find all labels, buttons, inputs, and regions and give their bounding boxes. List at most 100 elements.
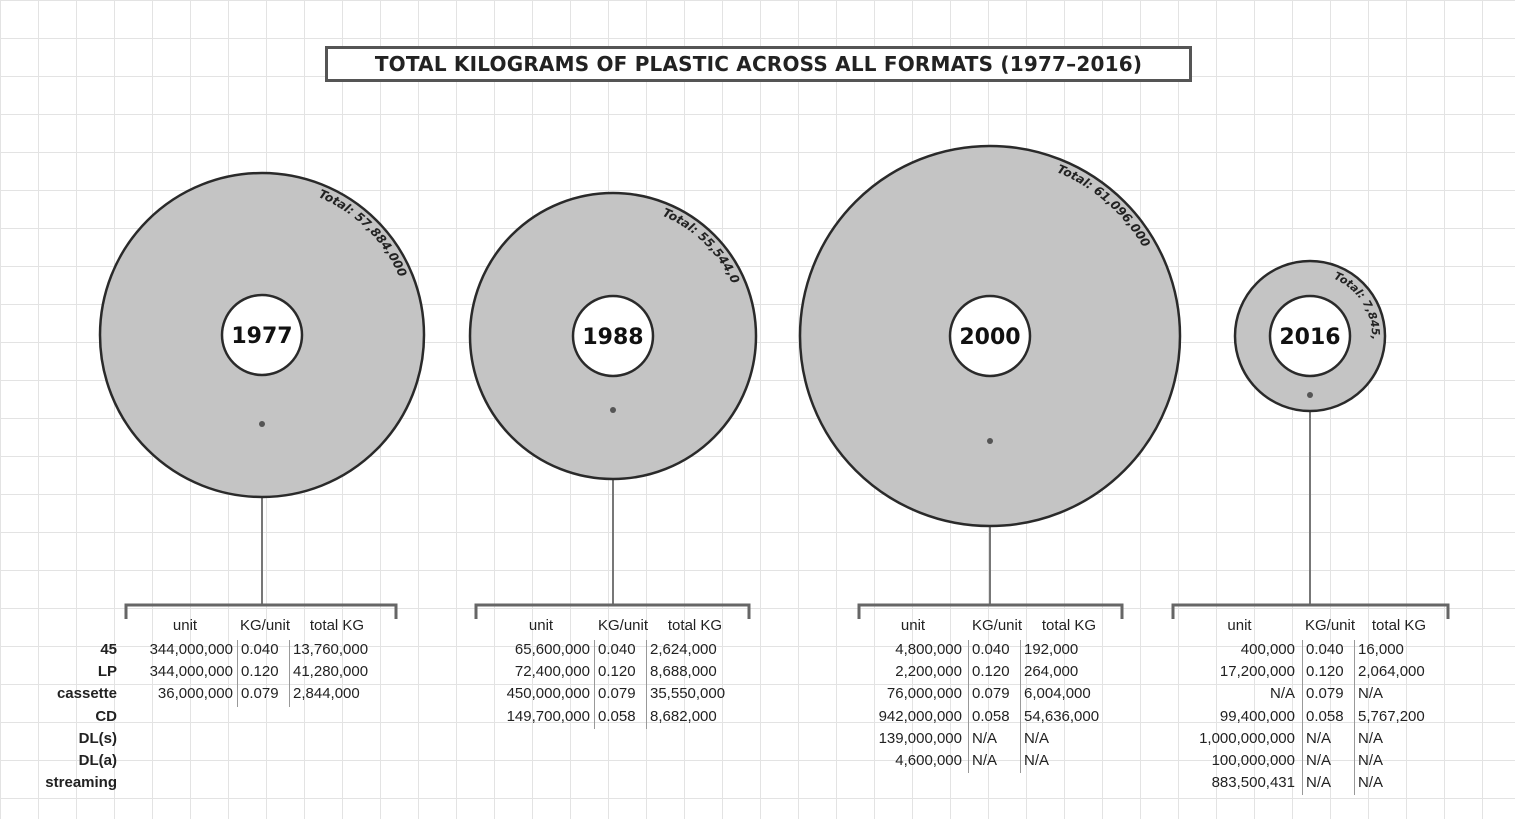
cell-unit-1988: 72,400,000: [514, 663, 590, 681]
cell-unit-2016: 400,000: [1240, 641, 1295, 658]
year-label-1988: 1988: [582, 325, 643, 350]
cell-unit-2000: 139,000,000: [878, 729, 962, 747]
cell-kg-per-unit-2016: N/A: [1306, 752, 1332, 769]
column-header-2016-2: total KG: [1371, 617, 1427, 634]
column-header-1988-2: total KG: [667, 617, 723, 634]
cell-kg-per-unit-2000: N/A: [972, 752, 998, 769]
bracket-1977: [124, 603, 398, 619]
chart-title: TOTAL KILOGRAMS OF PLASTIC ACROSS ALL FO…: [325, 46, 1192, 82]
connector-dot-1977: [259, 421, 265, 427]
column-header-2000-0: unit: [900, 617, 926, 634]
cell-kg-per-unit-2016: N/A: [1306, 774, 1332, 792]
cell-kg-per-unit-2000: 0.058: [972, 707, 1010, 725]
cell-total-kg-1988: 8,682,000: [650, 707, 717, 725]
cell-kg-per-unit-2016: 0.079: [1306, 685, 1344, 703]
cell-total-kg-1977: 13,760,000: [293, 641, 369, 658]
cell-total-kg-2016: 5,767,200: [1358, 707, 1425, 725]
row-label: streaming: [45, 774, 117, 792]
cell-total-kg-2000: N/A: [1024, 752, 1050, 769]
year-label-2000: 2000: [959, 325, 1020, 350]
column-divider-2000: [968, 640, 969, 774]
cell-total-kg-2000: 264,000: [1024, 663, 1079, 681]
connector-dot-1988: [610, 407, 616, 413]
row-label: LP: [97, 663, 117, 681]
cell-unit-1988: 450,000,000: [506, 685, 590, 703]
cell-unit-2016: N/A: [1269, 685, 1295, 703]
cell-kg-per-unit-2000: 0.079: [972, 685, 1010, 703]
cell-unit-2000: 2,200,000: [895, 663, 962, 681]
column-divider-2016: [1302, 640, 1303, 796]
column-divider-1977: [237, 640, 238, 707]
cell-kg-per-unit-1988: 0.040: [598, 641, 636, 658]
column-divider-1988: [646, 640, 647, 729]
cell-kg-per-unit-2016: 0.120: [1306, 663, 1344, 681]
cell-total-kg-2000: 54,636,000: [1024, 707, 1100, 725]
cell-kg-per-unit-1977: 0.120: [241, 663, 279, 681]
cell-kg-per-unit-2000: 0.120: [972, 663, 1010, 681]
cell-unit-2000: 4,600,000: [895, 752, 962, 769]
cell-total-kg-1977: 2,844,000: [293, 685, 360, 703]
cell-unit-2000: 4,800,000: [895, 641, 962, 658]
cell-kg-per-unit-1988: 0.120: [598, 663, 636, 681]
column-header-1977-1: KG/unit: [239, 617, 291, 634]
cell-kg-per-unit-1988: 0.079: [598, 685, 636, 703]
connector-dot-2000: [987, 438, 993, 444]
cell-kg-per-unit-2016: 0.040: [1306, 641, 1344, 658]
cell-kg-per-unit-1977: 0.079: [241, 685, 279, 703]
row-label: CD: [95, 707, 117, 725]
cell-total-kg-2016: N/A: [1358, 774, 1384, 792]
row-label: DL(a): [78, 752, 117, 769]
cell-total-kg-2000: 6,004,000: [1024, 685, 1091, 703]
cell-total-kg-1988: 8,688,000: [650, 663, 717, 681]
cell-kg-per-unit-2016: N/A: [1306, 729, 1332, 747]
cell-total-kg-1988: 35,550,000: [650, 685, 726, 703]
disc-center-2000: [948, 294, 1032, 378]
column-header-1988-0: unit: [528, 617, 554, 634]
bracket-1988: [474, 603, 751, 619]
year-label-2016: 2016: [1279, 325, 1340, 350]
cell-unit-2016: 99,400,000: [1219, 707, 1295, 725]
column-header-1988-1: KG/unit: [597, 617, 649, 634]
row-label: 45: [100, 641, 117, 658]
disc-center-1977: [220, 293, 304, 377]
column-header-2016-0: unit: [1227, 617, 1252, 634]
cell-total-kg-2016: 16,000: [1358, 641, 1404, 658]
column-divider-2016: [1354, 640, 1355, 796]
cell-unit-2016: 100,000,000: [1211, 752, 1295, 769]
column-divider-1977: [289, 640, 290, 707]
bracket-2016: [1171, 603, 1450, 619]
cell-total-kg-2000: 192,000: [1024, 641, 1079, 658]
column-header-2000-2: total KG: [1041, 617, 1097, 634]
cell-total-kg-2000: N/A: [1024, 729, 1050, 747]
cell-kg-per-unit-1988: 0.058: [598, 707, 636, 725]
row-label: cassette: [56, 685, 117, 703]
cell-unit-2016: 1,000,000,000: [1199, 729, 1295, 747]
column-header-1977-0: unit: [172, 617, 198, 634]
cell-kg-per-unit-2000: N/A: [972, 729, 998, 747]
cell-unit-1988: 149,700,000: [506, 707, 590, 725]
year-label-1977: 1977: [231, 324, 292, 349]
column-divider-2000: [1020, 640, 1021, 774]
cell-unit-2000: 942,000,000: [878, 707, 962, 725]
connector-dot-2016: [1307, 392, 1313, 398]
disc-center-2016: [1268, 294, 1352, 378]
column-header-2016-1: KG/unit: [1304, 617, 1356, 634]
row-label: DL(s): [78, 729, 117, 747]
cell-kg-per-unit-2000: 0.040: [972, 641, 1010, 658]
cell-total-kg-1988: 2,624,000: [650, 641, 717, 658]
column-divider-1988: [594, 640, 595, 729]
cell-total-kg-2016: N/A: [1358, 729, 1384, 747]
cell-kg-per-unit-1977: 0.040: [241, 641, 279, 658]
column-header-2000-1: KG/unit: [971, 617, 1023, 634]
cell-total-kg-2016: N/A: [1358, 685, 1384, 703]
cell-unit-1977: 344,000,000: [149, 663, 233, 681]
cell-total-kg-1977: 41,280,000: [293, 663, 369, 681]
cell-unit-1988: 65,600,000: [514, 641, 590, 658]
bracket-2000: [857, 603, 1124, 619]
disc-center-1988: [571, 294, 655, 378]
column-header-1977-2: total KG: [309, 617, 365, 634]
cell-unit-2016: 17,200,000: [1219, 663, 1295, 681]
cell-unit-2016: 883,500,431: [1211, 774, 1295, 792]
cell-total-kg-2016: N/A: [1358, 752, 1384, 769]
